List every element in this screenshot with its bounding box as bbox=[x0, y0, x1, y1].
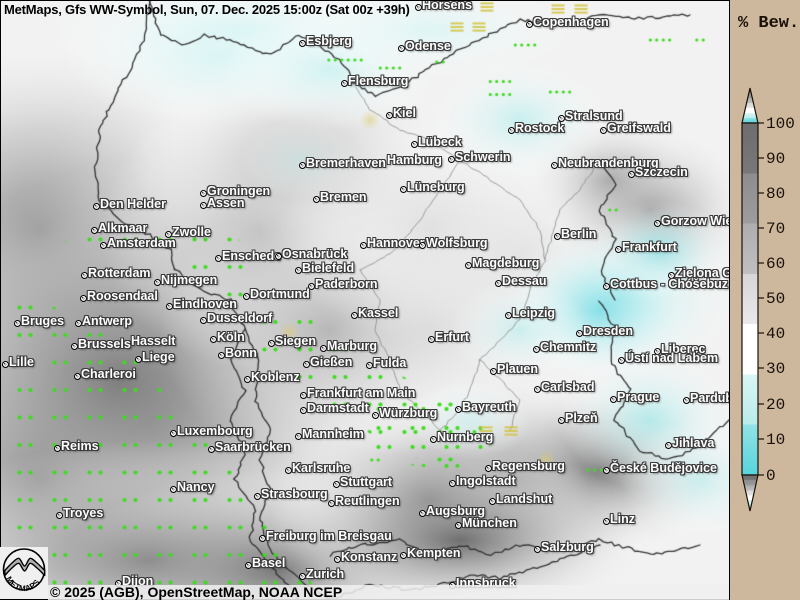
svg-text:20: 20 bbox=[766, 396, 785, 414]
svg-text:80: 80 bbox=[766, 185, 785, 203]
svg-text:90: 90 bbox=[766, 150, 785, 168]
svg-text:70: 70 bbox=[766, 220, 785, 238]
svg-text:40: 40 bbox=[766, 325, 785, 343]
svg-text:0: 0 bbox=[766, 467, 776, 485]
svg-text:60: 60 bbox=[766, 255, 785, 273]
svg-text:30: 30 bbox=[766, 360, 785, 378]
svg-text:50: 50 bbox=[766, 290, 785, 308]
svg-text:100: 100 bbox=[766, 115, 795, 133]
svg-text:10: 10 bbox=[766, 431, 785, 449]
